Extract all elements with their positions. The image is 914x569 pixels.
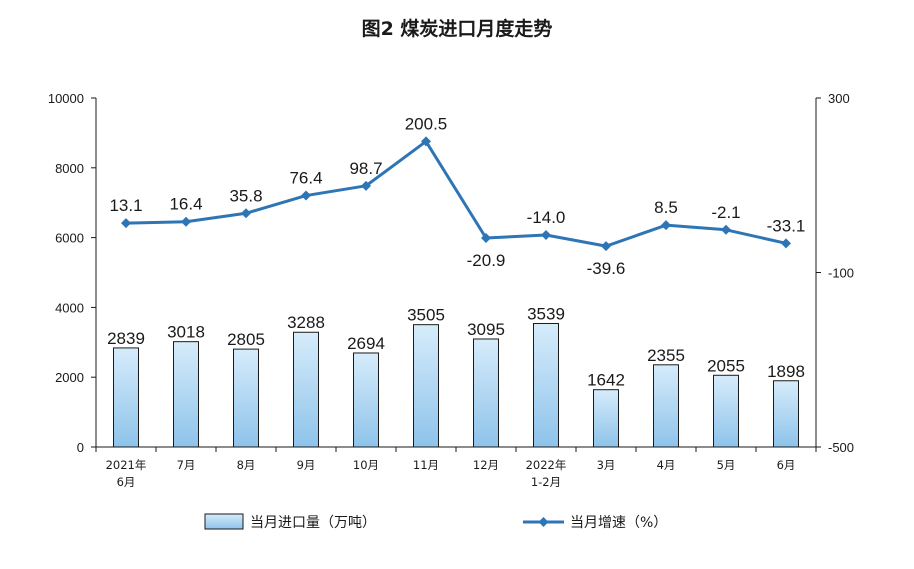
line-value-label: 13.1 <box>109 196 142 215</box>
line-value-label: -14.0 <box>527 208 566 227</box>
x-category-label: 2022年 1-2月 <box>526 458 567 489</box>
bar <box>293 331 319 448</box>
bar-value-label: 3018 <box>167 323 205 342</box>
x-category-label: 6月 <box>777 458 796 472</box>
x-category-label: 9月 <box>297 458 316 472</box>
x-category-label-line: 1-2月 <box>531 475 561 489</box>
bar <box>713 374 739 448</box>
legend-line-marker <box>538 517 549 527</box>
line-value-label: 98.7 <box>349 159 382 178</box>
line-marker <box>241 208 251 219</box>
left-tick-label: 8000 <box>55 161 84 176</box>
line-value-label: -39.6 <box>587 259 626 278</box>
chart-title: 图2 煤炭进口月度走势 <box>361 18 553 40</box>
bar-value-label: 3095 <box>467 320 505 339</box>
bar-value-label: 2839 <box>107 329 145 348</box>
legend-line-label: 当月增速（%） <box>570 515 667 531</box>
line-marker <box>301 190 311 201</box>
bar <box>593 389 619 448</box>
x-category-label: 5月 <box>717 458 736 472</box>
bar <box>173 341 199 448</box>
x-category-label: 7月 <box>177 458 196 472</box>
line-value-label: -2.1 <box>711 203 740 222</box>
line-marker <box>481 232 491 243</box>
line-value-label: -20.9 <box>467 251 506 270</box>
line-value-label: 76.4 <box>289 169 322 188</box>
line-value-label: 200.5 <box>405 114 448 133</box>
left-tick-label: 2000 <box>55 370 84 385</box>
x-category-label-line: 9月 <box>297 458 316 472</box>
x-category-label-line: 7月 <box>177 458 196 472</box>
x-category-label-line: 3月 <box>597 458 616 472</box>
bar-value-label: 3505 <box>407 306 445 325</box>
right-tick-label: -500 <box>828 440 854 455</box>
line-value-label: 35.8 <box>229 186 262 205</box>
line-marker <box>781 238 791 249</box>
x-category-label: 11月 <box>413 458 439 472</box>
left-tick-label: 4000 <box>55 300 84 315</box>
line-value-label: -33.1 <box>767 216 806 235</box>
line-marker <box>601 241 611 252</box>
bar <box>233 348 259 448</box>
left-tick-label: 6000 <box>55 231 84 246</box>
line-value-label: 16.4 <box>169 195 202 214</box>
bar-value-label: 2355 <box>647 346 685 365</box>
right-tick-label: -100 <box>828 266 854 281</box>
x-category-label: 10月 <box>353 458 379 472</box>
x-category-label: 12月 <box>473 458 499 472</box>
line-marker <box>361 180 371 191</box>
line-marker <box>661 220 671 231</box>
x-category-label-line: 12月 <box>473 458 499 472</box>
x-category-label-line: 6月 <box>777 458 796 472</box>
x-category-label-line: 11月 <box>413 458 439 472</box>
x-category-label: 8月 <box>237 458 256 472</box>
left-tick-label: 10000 <box>48 91 84 106</box>
bar <box>113 347 139 448</box>
bar-value-label: 2055 <box>707 356 745 375</box>
bar-value-label: 1642 <box>587 371 625 390</box>
x-category-label: 2021年 6月 <box>106 458 147 489</box>
x-category-label-line: 4月 <box>657 458 676 472</box>
line-marker <box>181 216 191 227</box>
line-marker <box>121 218 131 229</box>
bar-value-label: 2694 <box>347 334 385 353</box>
x-category-label-line: 2021年 <box>106 458 147 472</box>
line-marker <box>421 136 431 147</box>
bar-value-label: 1898 <box>767 362 805 381</box>
bar <box>353 352 379 448</box>
bar <box>473 338 499 448</box>
bar-value-label: 2805 <box>227 330 265 349</box>
x-category-label-line: 10月 <box>353 458 379 472</box>
bar <box>773 380 799 448</box>
legend-bar-swatch <box>204 513 244 530</box>
line-marker <box>541 229 551 240</box>
bar <box>653 364 679 448</box>
growth-line <box>125 139 787 248</box>
bar <box>533 322 559 448</box>
bar-value-label: 3288 <box>287 313 325 332</box>
x-category-label-line: 2022年 <box>526 458 567 472</box>
left-tick-label: 0 <box>77 440 84 455</box>
bar-value-label: 3539 <box>527 304 565 323</box>
x-category-label-line: 8月 <box>237 458 256 472</box>
line-marker <box>721 224 731 235</box>
x-category-label-line: 5月 <box>717 458 736 472</box>
x-category-label: 4月 <box>657 458 676 472</box>
legend-bar-label: 当月进口量（万吨） <box>250 515 376 531</box>
x-category-label: 3月 <box>597 458 616 472</box>
x-category-label-line: 6月 <box>117 475 136 489</box>
bar <box>413 324 439 448</box>
line-value-label: 8.5 <box>654 198 678 217</box>
right-tick-label: 300 <box>828 91 850 106</box>
